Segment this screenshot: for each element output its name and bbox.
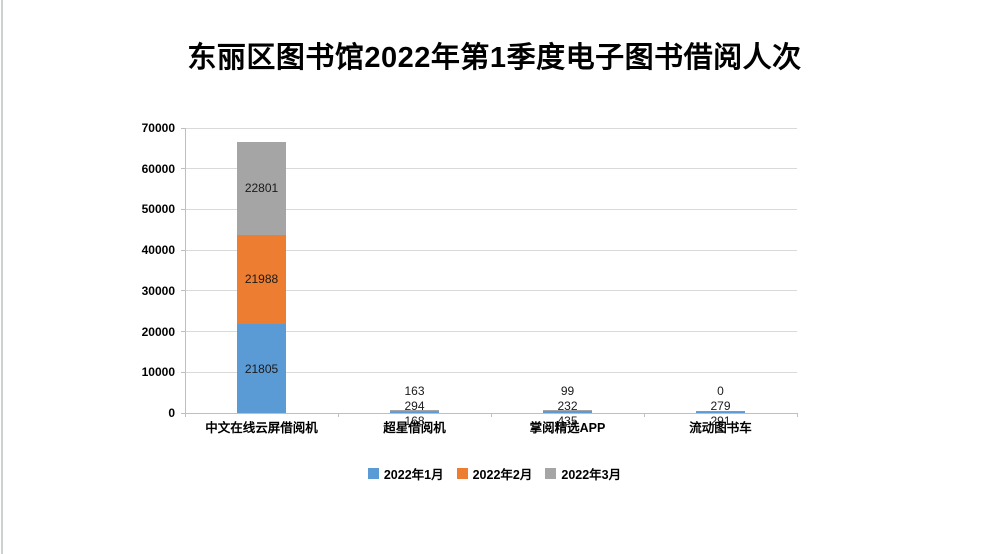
data-label: 22801	[244, 181, 279, 196]
data-label: 21988	[244, 272, 279, 287]
legend-item[interactable]: 2022年2月	[456, 464, 533, 483]
y-gridline	[185, 168, 797, 170]
data-label: 0	[717, 384, 724, 398]
legend-label: 2022年1月	[383, 468, 444, 482]
x-axis-tick	[643, 413, 645, 417]
y-axis-tick	[181, 208, 185, 210]
data-label: 294	[404, 399, 425, 413]
y-axis-tick	[181, 412, 185, 414]
category-label: 掌阅精选APP	[529, 421, 606, 435]
x-axis-tick	[337, 413, 339, 417]
y-axis-tick	[181, 290, 185, 292]
y-axis-tick	[181, 249, 185, 251]
legend: 2022年1月 2022年2月 2022年3月	[0, 464, 989, 483]
y-axis-tick-label: 70000	[141, 121, 175, 135]
y-axis-line	[185, 128, 186, 413]
bar-segment-2022年3月[interactable]	[390, 410, 439, 412]
y-axis-tick-label: 20000	[141, 324, 175, 339]
y-gridline	[185, 290, 797, 292]
data-label: 168	[404, 414, 425, 428]
y-axis-tick-label: 60000	[141, 161, 175, 176]
window-left-edge	[1, 0, 3, 554]
legend-item[interactable]: 2022年3月	[545, 464, 621, 483]
bar-segment-2022年1月[interactable]	[237, 324, 286, 413]
y-axis-tick	[181, 127, 185, 129]
y-gridline	[185, 208, 797, 210]
y-axis-tick	[181, 331, 185, 333]
x-axis-tick	[796, 413, 798, 417]
legend-swatch-icon	[456, 468, 468, 479]
bar-segment-2022年3月[interactable]	[237, 141, 286, 235]
legend-swatch-icon	[545, 468, 557, 479]
y-axis-tick-label: 0	[168, 406, 175, 420]
bar-segment-2022年2月[interactable]	[237, 234, 286, 325]
category-label: 中文在线云屏借阅机	[205, 421, 318, 435]
y-axis-tick-label: 50000	[141, 202, 175, 217]
legend-swatch-icon	[367, 468, 379, 479]
y-axis-tick-label: 40000	[141, 243, 175, 258]
x-axis-tick	[184, 413, 186, 417]
bar-segment-2022年1月[interactable]	[543, 411, 592, 413]
bar-segment-2022年1月[interactable]	[390, 412, 439, 413]
category-label: 超星借阅机	[383, 421, 446, 435]
bar-segment-2022年2月[interactable]	[696, 410, 745, 412]
y-gridline	[185, 249, 797, 251]
data-label: 279	[710, 399, 731, 413]
bar-segment-2022年2月[interactable]	[543, 410, 592, 412]
y-gridline	[185, 371, 797, 373]
y-axis-tick-label: 10000	[141, 365, 175, 380]
data-label: 232	[557, 399, 578, 413]
chart-title: 东丽区图书馆2022年第1季度电子图书借阅人次	[187, 42, 802, 74]
y-gridline	[185, 331, 797, 333]
legend-item[interactable]: 2022年1月	[367, 464, 444, 483]
legend-label: 2022年3月	[561, 468, 622, 482]
data-label: 291	[710, 414, 731, 428]
x-axis-tick	[490, 413, 492, 417]
bar-segment-2022年2月[interactable]	[390, 411, 439, 413]
category-label: 流动图书车	[689, 421, 752, 435]
data-label: 99	[560, 384, 575, 398]
y-axis-tick	[181, 371, 185, 373]
y-axis-tick	[181, 168, 185, 170]
data-label: 435	[557, 414, 578, 428]
bar-segment-2022年1月[interactable]	[696, 411, 745, 413]
y-axis-tick-label: 30000	[141, 283, 175, 298]
y-gridline	[185, 127, 797, 129]
legend-label: 2022年2月	[472, 468, 533, 482]
data-label: 163	[404, 384, 425, 398]
data-label: 21805	[244, 361, 279, 376]
